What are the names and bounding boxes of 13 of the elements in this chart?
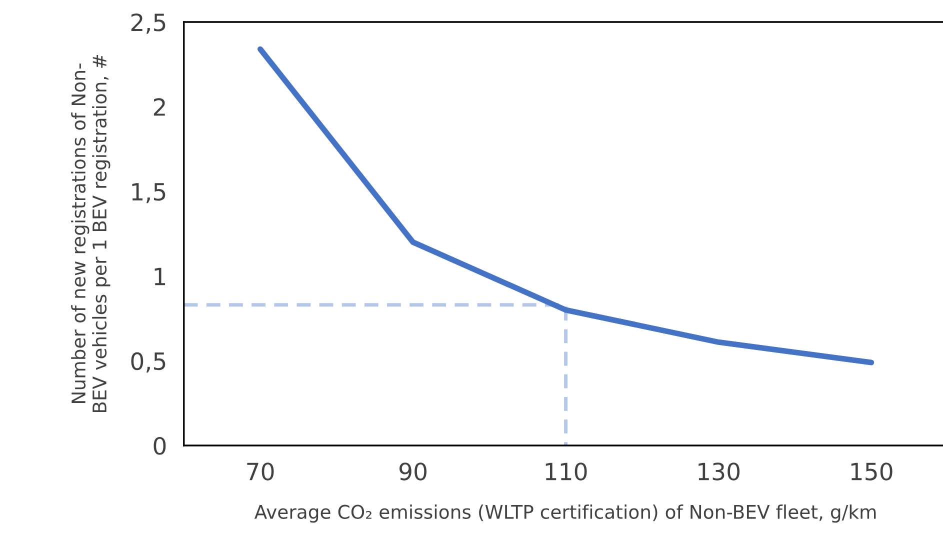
x-tick-label: 110 bbox=[546, 462, 587, 480]
y-tick-label: 1 bbox=[154, 268, 166, 286]
y-tick-label: 2,5 bbox=[131, 13, 166, 34]
y-axis-title: Number of new registrations of Non- BEV vehicles per 1 BEV registration, # bbox=[71, 55, 110, 412]
x-tick-label: 90 bbox=[400, 462, 426, 480]
y-tick-label: 2 bbox=[154, 98, 165, 116]
x-tick-label: 130 bbox=[698, 462, 740, 480]
y-tick-label: 0,5 bbox=[131, 352, 166, 373]
x-tick-label: 70 bbox=[247, 462, 274, 480]
x-axis-title: Average CO₂ emissions (WLTP certification) of Non-BEV fleet, g/km bbox=[254, 504, 876, 523]
y-tick-label: 1,5 bbox=[132, 183, 166, 204]
y-tick-label: 0 bbox=[154, 436, 166, 455]
x-tick-label: 150 bbox=[851, 462, 892, 480]
